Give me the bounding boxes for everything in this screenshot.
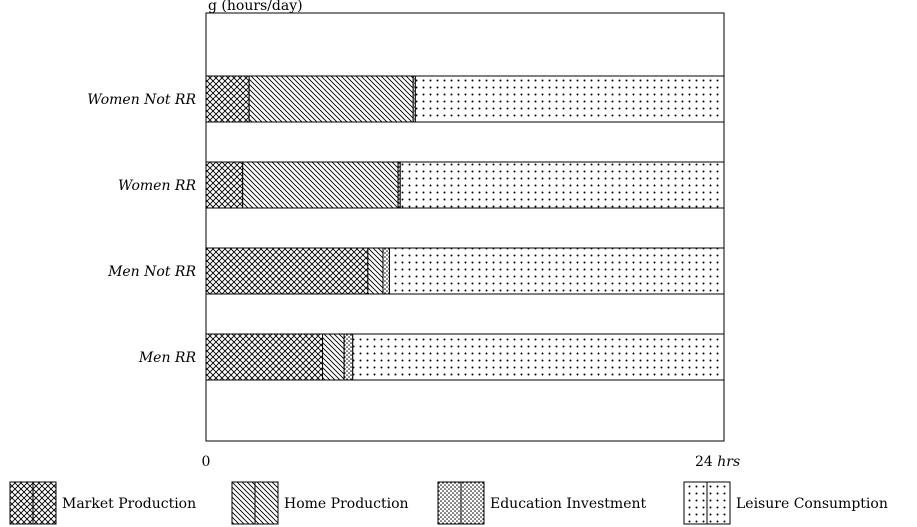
category-label: Women Not RR — [87, 92, 196, 108]
legend-item: Education Investment — [437, 481, 647, 525]
category-labels: Women Not RR Women RR Men Not RR Men RR — [87, 92, 196, 366]
legend-label: Leisure Consumption — [736, 496, 888, 512]
bar-segment-men-rr-leisure-consumption — [352, 333, 725, 381]
x-tick-label-max: 24 hrs — [695, 454, 740, 470]
category-label: Women RR — [118, 178, 196, 194]
bar-segment-women-not-rr-leisure-consumption — [414, 75, 725, 123]
legend-item: Leisure Consumption — [683, 481, 888, 525]
chart-title: g (hours/day) — [208, 0, 303, 14]
x-tick-label-min: 0 — [202, 454, 211, 470]
bar-segment-men-rr-market-production — [205, 333, 324, 381]
bar-segment-women-rr-market-production — [205, 161, 244, 209]
bar-segment-men-not-rr-market-production — [205, 247, 369, 295]
bar-segment-women-not-rr-market-production — [205, 75, 250, 123]
bar-segment-men-rr-home-production — [322, 333, 345, 381]
bar-segment-men-not-rr-education-investment — [382, 247, 390, 295]
legend-item: Home Production — [231, 481, 409, 525]
bar-segment-women-rr-home-production — [242, 161, 399, 209]
legend-label: Education Investment — [490, 496, 647, 512]
category-label: Men Not RR — [107, 264, 196, 280]
bar-segment-men-rr-education-investment — [343, 333, 354, 381]
x-unit-label: hrs — [717, 454, 740, 470]
bar-segment-men-not-rr-home-production — [367, 247, 384, 295]
bar-group — [205, 75, 725, 381]
legend-label: Home Production — [284, 496, 409, 512]
bar-segment-women-rr-leisure-consumption — [399, 161, 725, 209]
bar-segment-women-not-rr-home-production — [248, 75, 414, 123]
legend: Market Production Home Production Educatio… — [9, 481, 888, 525]
legend-item: Market Production — [9, 481, 196, 525]
category-label: Men RR — [138, 350, 197, 366]
legend-label: Market Production — [62, 496, 196, 512]
bar-segment-men-not-rr-leisure-consumption — [388, 247, 725, 295]
plot-area — [205, 12, 725, 442]
